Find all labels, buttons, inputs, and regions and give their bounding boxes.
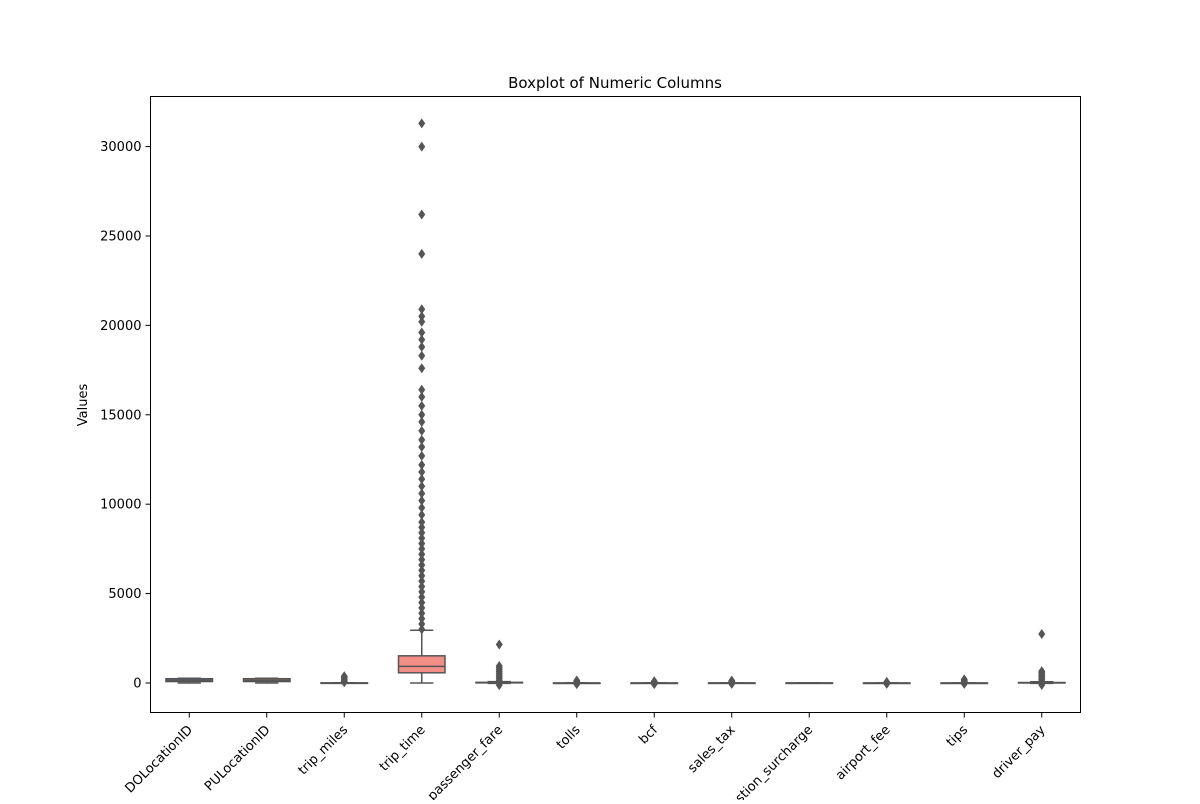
outlier-point: [1038, 666, 1046, 677]
x-tick-label: airport_fee: [833, 723, 894, 784]
outlier-point: [418, 316, 426, 327]
outlier-point: [418, 624, 426, 635]
outlier-point: [418, 565, 426, 576]
box-body: [397, 655, 446, 674]
box-DOLocationID: [165, 677, 214, 684]
x-tick-label: tolls: [554, 723, 584, 753]
outlier-point: [418, 602, 426, 613]
outlier-point: [418, 459, 426, 470]
x-tick-label: bcf: [636, 722, 661, 747]
outlier-point: [418, 334, 426, 345]
x-tick-label: PULocationID: [202, 723, 274, 795]
outlier-point: [960, 674, 968, 685]
box-tips: [940, 674, 989, 689]
outlier-point: [418, 502, 426, 513]
outlier-point: [418, 618, 426, 629]
outlier-point: [418, 248, 426, 259]
outlier-point: [418, 141, 426, 152]
outlier-point: [418, 409, 426, 420]
outlier-point: [418, 363, 426, 374]
outlier-point: [418, 581, 426, 592]
outlier-point: [728, 675, 736, 686]
outlier-point: [418, 533, 426, 544]
outlier-point: [418, 450, 426, 461]
outlier-point: [418, 481, 426, 492]
box-base_passenger_fare: [475, 639, 524, 691]
axes-frame: [150, 96, 1081, 713]
outlier-point: [883, 676, 891, 687]
outlier-point: [418, 209, 426, 220]
outlier-point: [418, 517, 426, 528]
y-tick-label: 30000: [100, 140, 141, 155]
outlier-point: [340, 671, 348, 682]
y-axis: 0 5000 10000 15000 20000 25000 30000: [100, 140, 151, 691]
outlier-point: [650, 676, 658, 687]
outlier-point: [418, 608, 426, 619]
outlier-point: [573, 675, 581, 686]
x-tick-label: trip_time: [377, 723, 429, 775]
outlier-point: [418, 327, 426, 338]
outlier-point: [418, 467, 426, 478]
x-tick-label: trip_miles: [296, 723, 352, 779]
outlier-point: [418, 592, 426, 603]
outlier-point: [418, 527, 426, 538]
x-tick-label: tips: [944, 723, 972, 751]
outlier-point: [418, 434, 426, 445]
outlier-point: [418, 495, 426, 506]
box-tolls: [552, 675, 601, 690]
outlier-point: [1038, 629, 1046, 640]
box-congestion_surcharge: [785, 682, 834, 685]
outlier-point: [418, 613, 426, 624]
x-tick-label: sales_tax: [685, 723, 739, 777]
box-driver_pay: [1017, 629, 1066, 690]
outlier-point: [418, 425, 426, 436]
outlier-point: [418, 118, 426, 129]
outlier-point: [418, 576, 426, 587]
x-tick-label: DOLocationID: [122, 723, 196, 797]
y-tick-label: 25000: [100, 229, 141, 244]
outlier-point: [418, 538, 426, 549]
outlier-point: [418, 509, 426, 520]
box-bcf: [630, 676, 679, 690]
x-tick-label: driver_pay: [989, 723, 1048, 782]
box-trip_time: [397, 118, 446, 684]
outlier-point: [495, 639, 503, 650]
outlier-point: [418, 350, 426, 361]
outlier-point: [418, 488, 426, 499]
outlier-point: [418, 416, 426, 427]
box-trip_miles: [320, 671, 369, 688]
y-axis-label: Values: [76, 384, 91, 427]
boxes-layer: [165, 118, 1066, 691]
outlier-point: [418, 400, 426, 411]
outlier-point: [418, 341, 426, 352]
outlier-point: [418, 311, 426, 322]
outlier-point: [495, 661, 503, 672]
y-tick-label: 5000: [108, 587, 141, 602]
outlier-point: [418, 304, 426, 315]
outlier-point: [418, 597, 426, 608]
outlier-point: [418, 474, 426, 485]
y-tick-label: 10000: [100, 498, 141, 513]
chart-title: Boxplot of Numeric Columns: [508, 74, 722, 92]
outlier-point: [418, 570, 426, 581]
box-sales_tax: [707, 675, 756, 689]
box-PULocationID: [242, 677, 291, 684]
box-airport_fee: [862, 676, 911, 689]
x-axis: DOLocationID PULocationID trip_miles trip_t…: [122, 712, 1049, 804]
y-tick-label: 15000: [100, 408, 141, 423]
outlier-point: [418, 391, 426, 402]
outlier-point: [418, 522, 426, 533]
outlier-point: [418, 586, 426, 597]
outlier-point: [418, 549, 426, 560]
outlier-point: [418, 384, 426, 395]
outlier-point: [418, 543, 426, 554]
outlier-point: [418, 441, 426, 452]
outlier-point: [418, 559, 426, 570]
outlier-point: [418, 554, 426, 565]
y-tick-label: 0: [133, 676, 141, 691]
y-tick-label: 20000: [100, 319, 141, 334]
